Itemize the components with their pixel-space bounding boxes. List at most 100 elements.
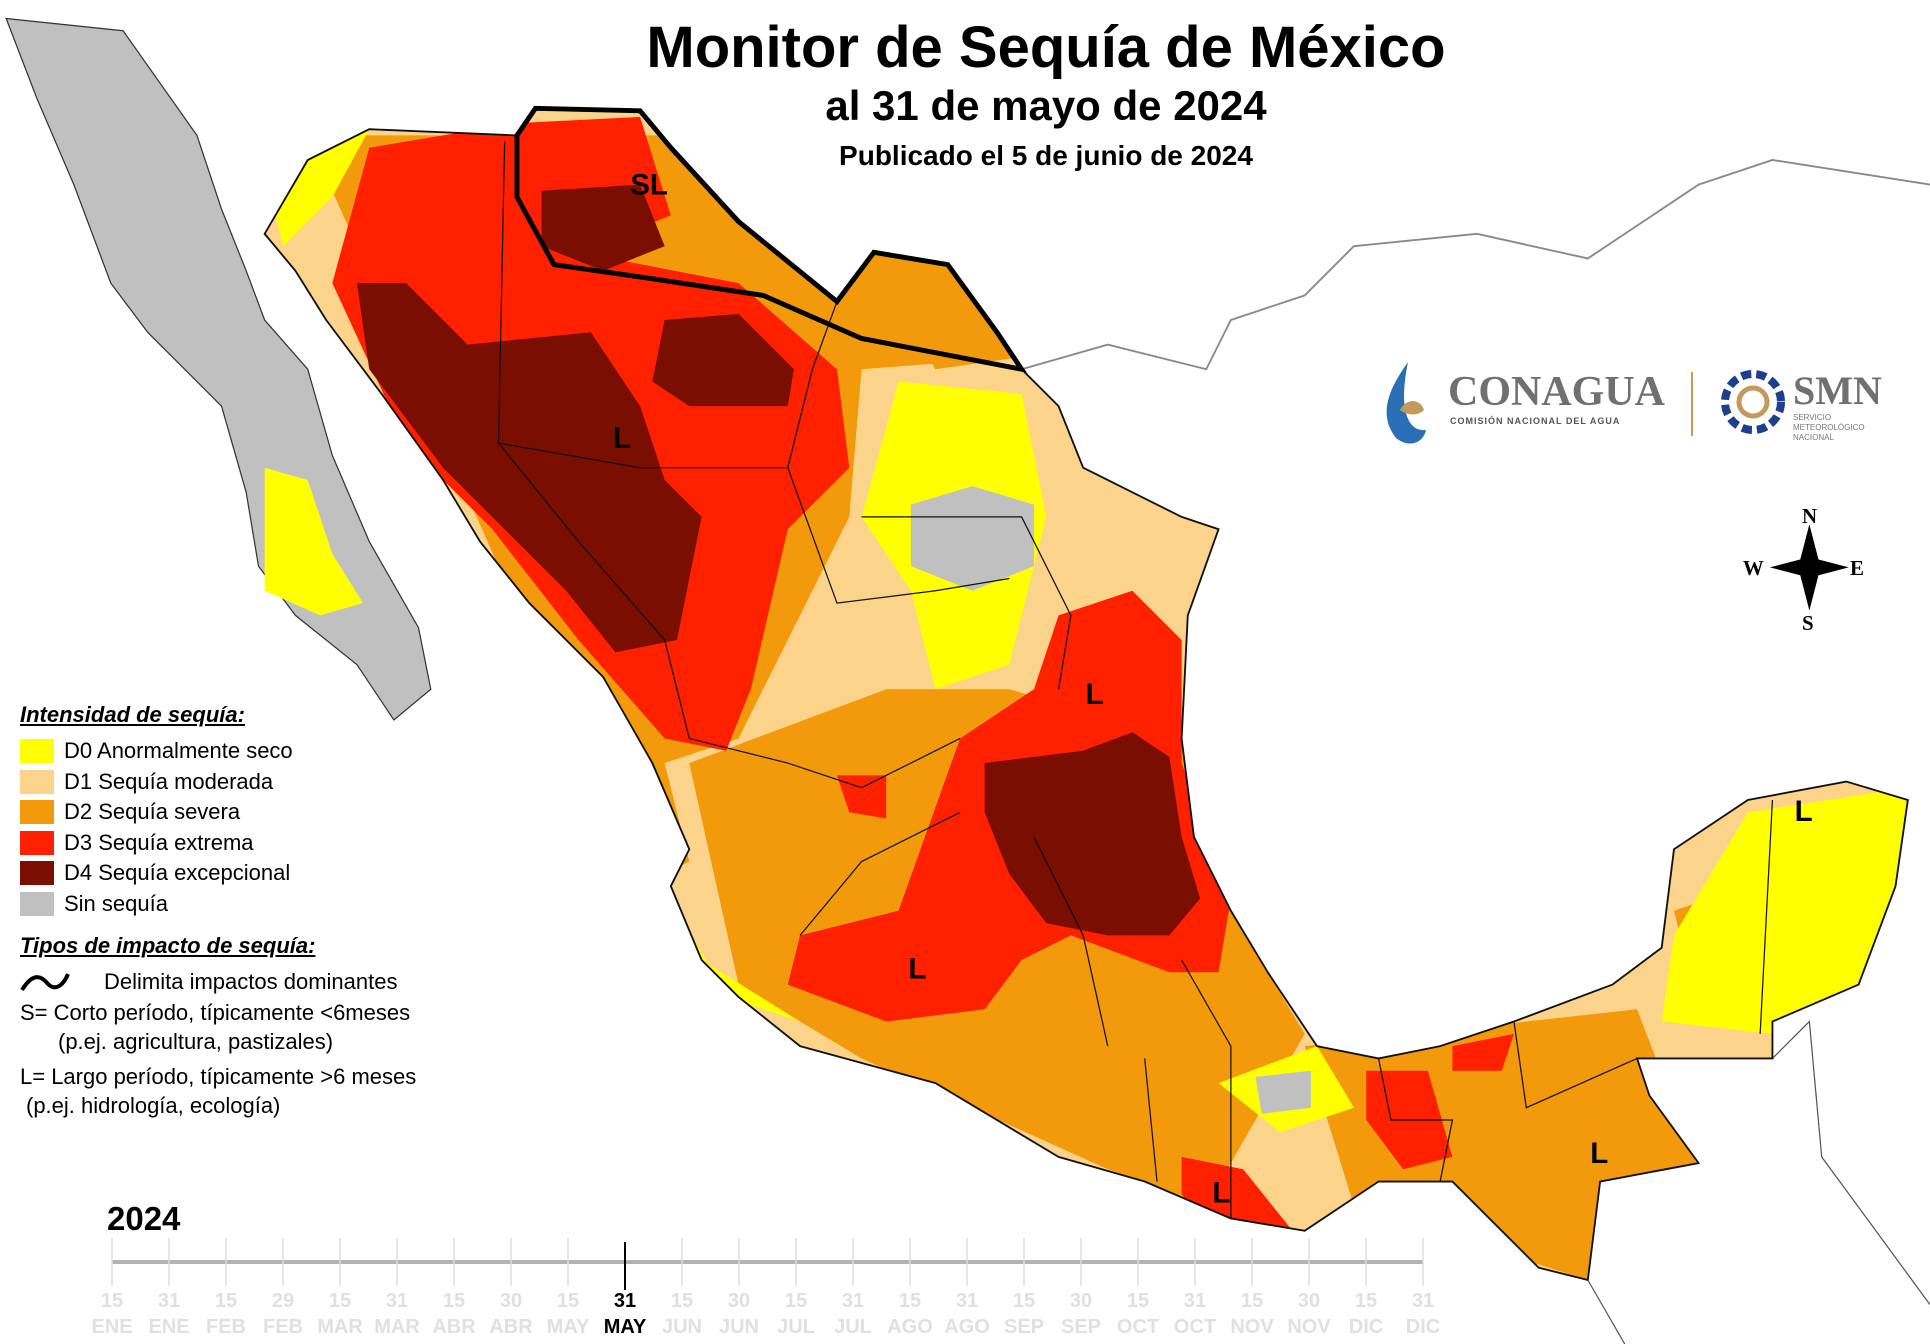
published-date: Publicado el 5 de junio de 2024 — [839, 140, 1253, 171]
conagua-wordmark: CONAGUA — [1448, 369, 1666, 415]
timeline-month-label: AGO — [944, 1316, 990, 1338]
timeline-month-label: JUL — [777, 1316, 815, 1338]
smn-subtitle-1: SERVICIO — [1793, 413, 1831, 422]
timeline-month-label: AGO — [887, 1316, 933, 1338]
timeline-month-label: JUN — [661, 1316, 702, 1338]
none-zones — [910, 486, 1311, 1114]
legend-item: D2 Sequía severa — [20, 797, 416, 828]
compass-star-icon — [1770, 524, 1849, 611]
legend-impact-heading: Tipos de impacto de sequía: — [20, 933, 316, 958]
legend-impact-line: Delimita impactos dominantes — [20, 967, 416, 998]
compass-n: N — [1802, 504, 1817, 528]
timeline-month-label: FEB — [206, 1316, 246, 1338]
timeline-day-label: 30 — [1069, 1290, 1093, 1312]
legend-label: D0 Anormalmente seco — [64, 738, 293, 764]
legend-item: Sin sequía — [20, 889, 416, 920]
d4-zones — [356, 184, 1201, 936]
short-term-example: (p.ej. agricultura, pastizales) — [58, 1028, 334, 1054]
timeline-day-label: 15 — [442, 1290, 466, 1312]
timeline-day-label: 15 — [328, 1290, 352, 1312]
timeline-month-label: OCT — [1116, 1316, 1160, 1338]
timeline — [111, 1238, 1424, 1290]
timeline-year: 2024 — [107, 1200, 181, 1237]
legend-label: D4 Sequía excepcional — [64, 860, 291, 886]
legend-label: Sin sequía — [64, 890, 168, 916]
timeline-day-label: 31 — [955, 1290, 979, 1312]
timeline-month-label: FEB — [263, 1316, 303, 1338]
map-label-l: L — [908, 952, 926, 985]
conagua-logo: CONAGUA COMISIÓN NACIONAL DEL AGUA SMN S… — [1386, 362, 1882, 444]
central-america-border — [1587, 1020, 1930, 1344]
map-label-l: L — [1212, 1176, 1230, 1209]
map-label-sl: SL — [630, 168, 668, 201]
timeline-day-label: 15 — [670, 1290, 694, 1312]
legend-swatch — [20, 861, 54, 886]
map-label-l: L — [1590, 1137, 1608, 1170]
timeline-month-label: ENE — [148, 1316, 190, 1338]
legend-swatch — [20, 769, 54, 794]
water-drop-icon — [1386, 362, 1426, 444]
timeline-day-label: 29 — [271, 1290, 295, 1312]
timeline-month-label: MAY — [603, 1316, 647, 1338]
map-subtitle: al 31 de mayo de 2024 — [825, 82, 1267, 129]
timeline-month-label: NOV — [1230, 1316, 1274, 1338]
compass-rose: N S E W — [1743, 504, 1864, 635]
legend-swatch — [20, 800, 54, 825]
timeline-month-label: ABR — [489, 1316, 533, 1338]
timeline-month-label: ABR — [432, 1316, 476, 1338]
timeline-month-label: MAR — [317, 1316, 363, 1338]
short-term-label: S= Corto período, típicamente <6meses — [20, 999, 411, 1025]
timeline-month-label: SEP — [1060, 1316, 1102, 1338]
us-coastline — [1021, 159, 1930, 371]
compass-e: E — [1850, 556, 1864, 580]
timeline-day-label: 30 — [727, 1290, 751, 1312]
compass-s: S — [1802, 611, 1814, 635]
timeline-month-label: OCT — [1173, 1316, 1217, 1338]
long-term-label: L= Largo período, típicamente >6 meses — [20, 1063, 417, 1089]
map-label-l: L — [1086, 678, 1104, 711]
timeline-month-label: NOV — [1287, 1316, 1331, 1338]
boundary-line-icon — [20, 973, 70, 992]
timeline-day-label: 15 — [1354, 1290, 1378, 1312]
baja-d0 — [264, 467, 364, 616]
map-title: Monitor de Sequía de México — [646, 15, 1446, 80]
map-label-l: L — [613, 422, 631, 455]
timeline-day-label: 15 — [556, 1290, 580, 1312]
legend-label: D1 Sequía moderada — [64, 768, 274, 794]
smn-subtitle-3: NACIONAL — [1793, 433, 1834, 442]
legend: Intensidad de sequía: D0 Anormalmente se… — [20, 702, 416, 1120]
legend-label: D3 Sequía extrema — [64, 829, 254, 855]
timeline-day-label: 15 — [214, 1290, 238, 1312]
map-label-l: L — [1795, 795, 1813, 828]
legend-item: D3 Sequía extrema — [20, 828, 416, 859]
timeline-month-label: JUL — [834, 1316, 872, 1338]
legend-swatch — [20, 830, 54, 855]
timeline-day-label: 15 — [898, 1290, 922, 1312]
timeline-day-label: 31 — [157, 1290, 181, 1312]
state-borders — [497, 141, 1774, 1219]
long-term-example: (p.ej. hidrología, ecología) — [26, 1092, 281, 1118]
smn-spiral-icon — [1721, 370, 1785, 434]
conagua-subtitle: COMISIÓN NACIONAL DEL AGUA — [1450, 415, 1620, 426]
timeline-day-label: 31 — [1183, 1290, 1207, 1312]
timeline-day-label: 31 — [1411, 1290, 1435, 1312]
timeline-day-label: 31 — [613, 1290, 637, 1312]
smn-subtitle-2: METEOROLÓGICO — [1793, 423, 1865, 432]
legend-label: D2 Sequía severa — [64, 799, 241, 825]
legend-item: D1 Sequía moderada — [20, 767, 416, 798]
timeline-day-label: 30 — [499, 1290, 523, 1312]
legend-item: D0 Anormalmente seco — [20, 736, 416, 767]
timeline-day-label: 15 — [1126, 1290, 1150, 1312]
legend-swatch — [20, 739, 54, 764]
timeline-month-label: SEP — [1003, 1316, 1045, 1338]
impact-boundary-line — [514, 105, 1027, 373]
legend-swatch — [20, 891, 54, 916]
timeline-day-label: 15 — [1240, 1290, 1264, 1312]
timeline-month-label: MAY — [546, 1316, 590, 1338]
timeline-day-label: 31 — [385, 1290, 409, 1312]
timeline-month-label: DIC — [1348, 1316, 1384, 1338]
timeline-day-label: 15 — [1012, 1290, 1036, 1312]
timeline-day-label: 15 — [100, 1290, 124, 1312]
